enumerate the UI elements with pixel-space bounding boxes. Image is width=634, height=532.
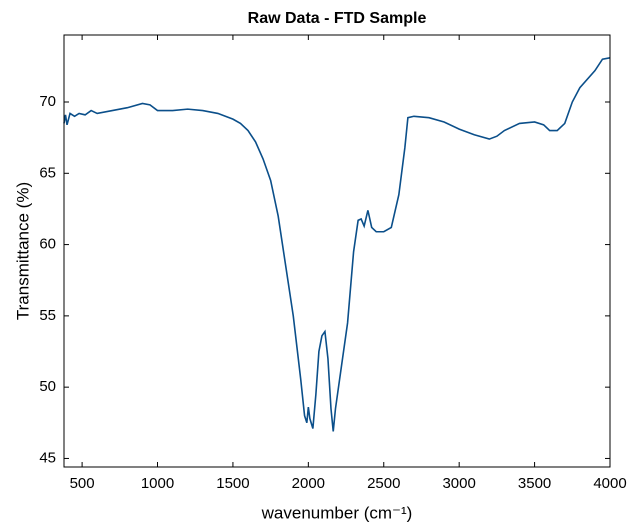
y-tick-label: 70: [39, 93, 56, 110]
x-tick-label: 2500: [367, 475, 400, 492]
x-tick-label: 500: [70, 475, 95, 492]
y-tick-label: 65: [39, 164, 56, 181]
x-tick-label: 2000: [292, 475, 325, 492]
x-tick-label: 3000: [442, 475, 475, 492]
y-tick-label: 45: [39, 449, 56, 466]
chart-title: Raw Data - FTD Sample: [248, 10, 427, 27]
y-tick-label: 55: [39, 307, 56, 324]
y-tick-label: 50: [39, 378, 56, 395]
y-axis-label: Transmittance (%): [13, 182, 32, 320]
x-tick-label: 3500: [518, 475, 551, 492]
x-tick-label: 1000: [141, 475, 174, 492]
data-line: [63, 57, 611, 432]
plot-frame: [63, 34, 611, 468]
x-tick-label: 1500: [216, 475, 249, 492]
y-tick-label: 60: [39, 236, 56, 253]
x-axis-label: wavenumber (cm⁻¹): [261, 503, 413, 522]
x-tick-label: 4000: [593, 475, 626, 492]
